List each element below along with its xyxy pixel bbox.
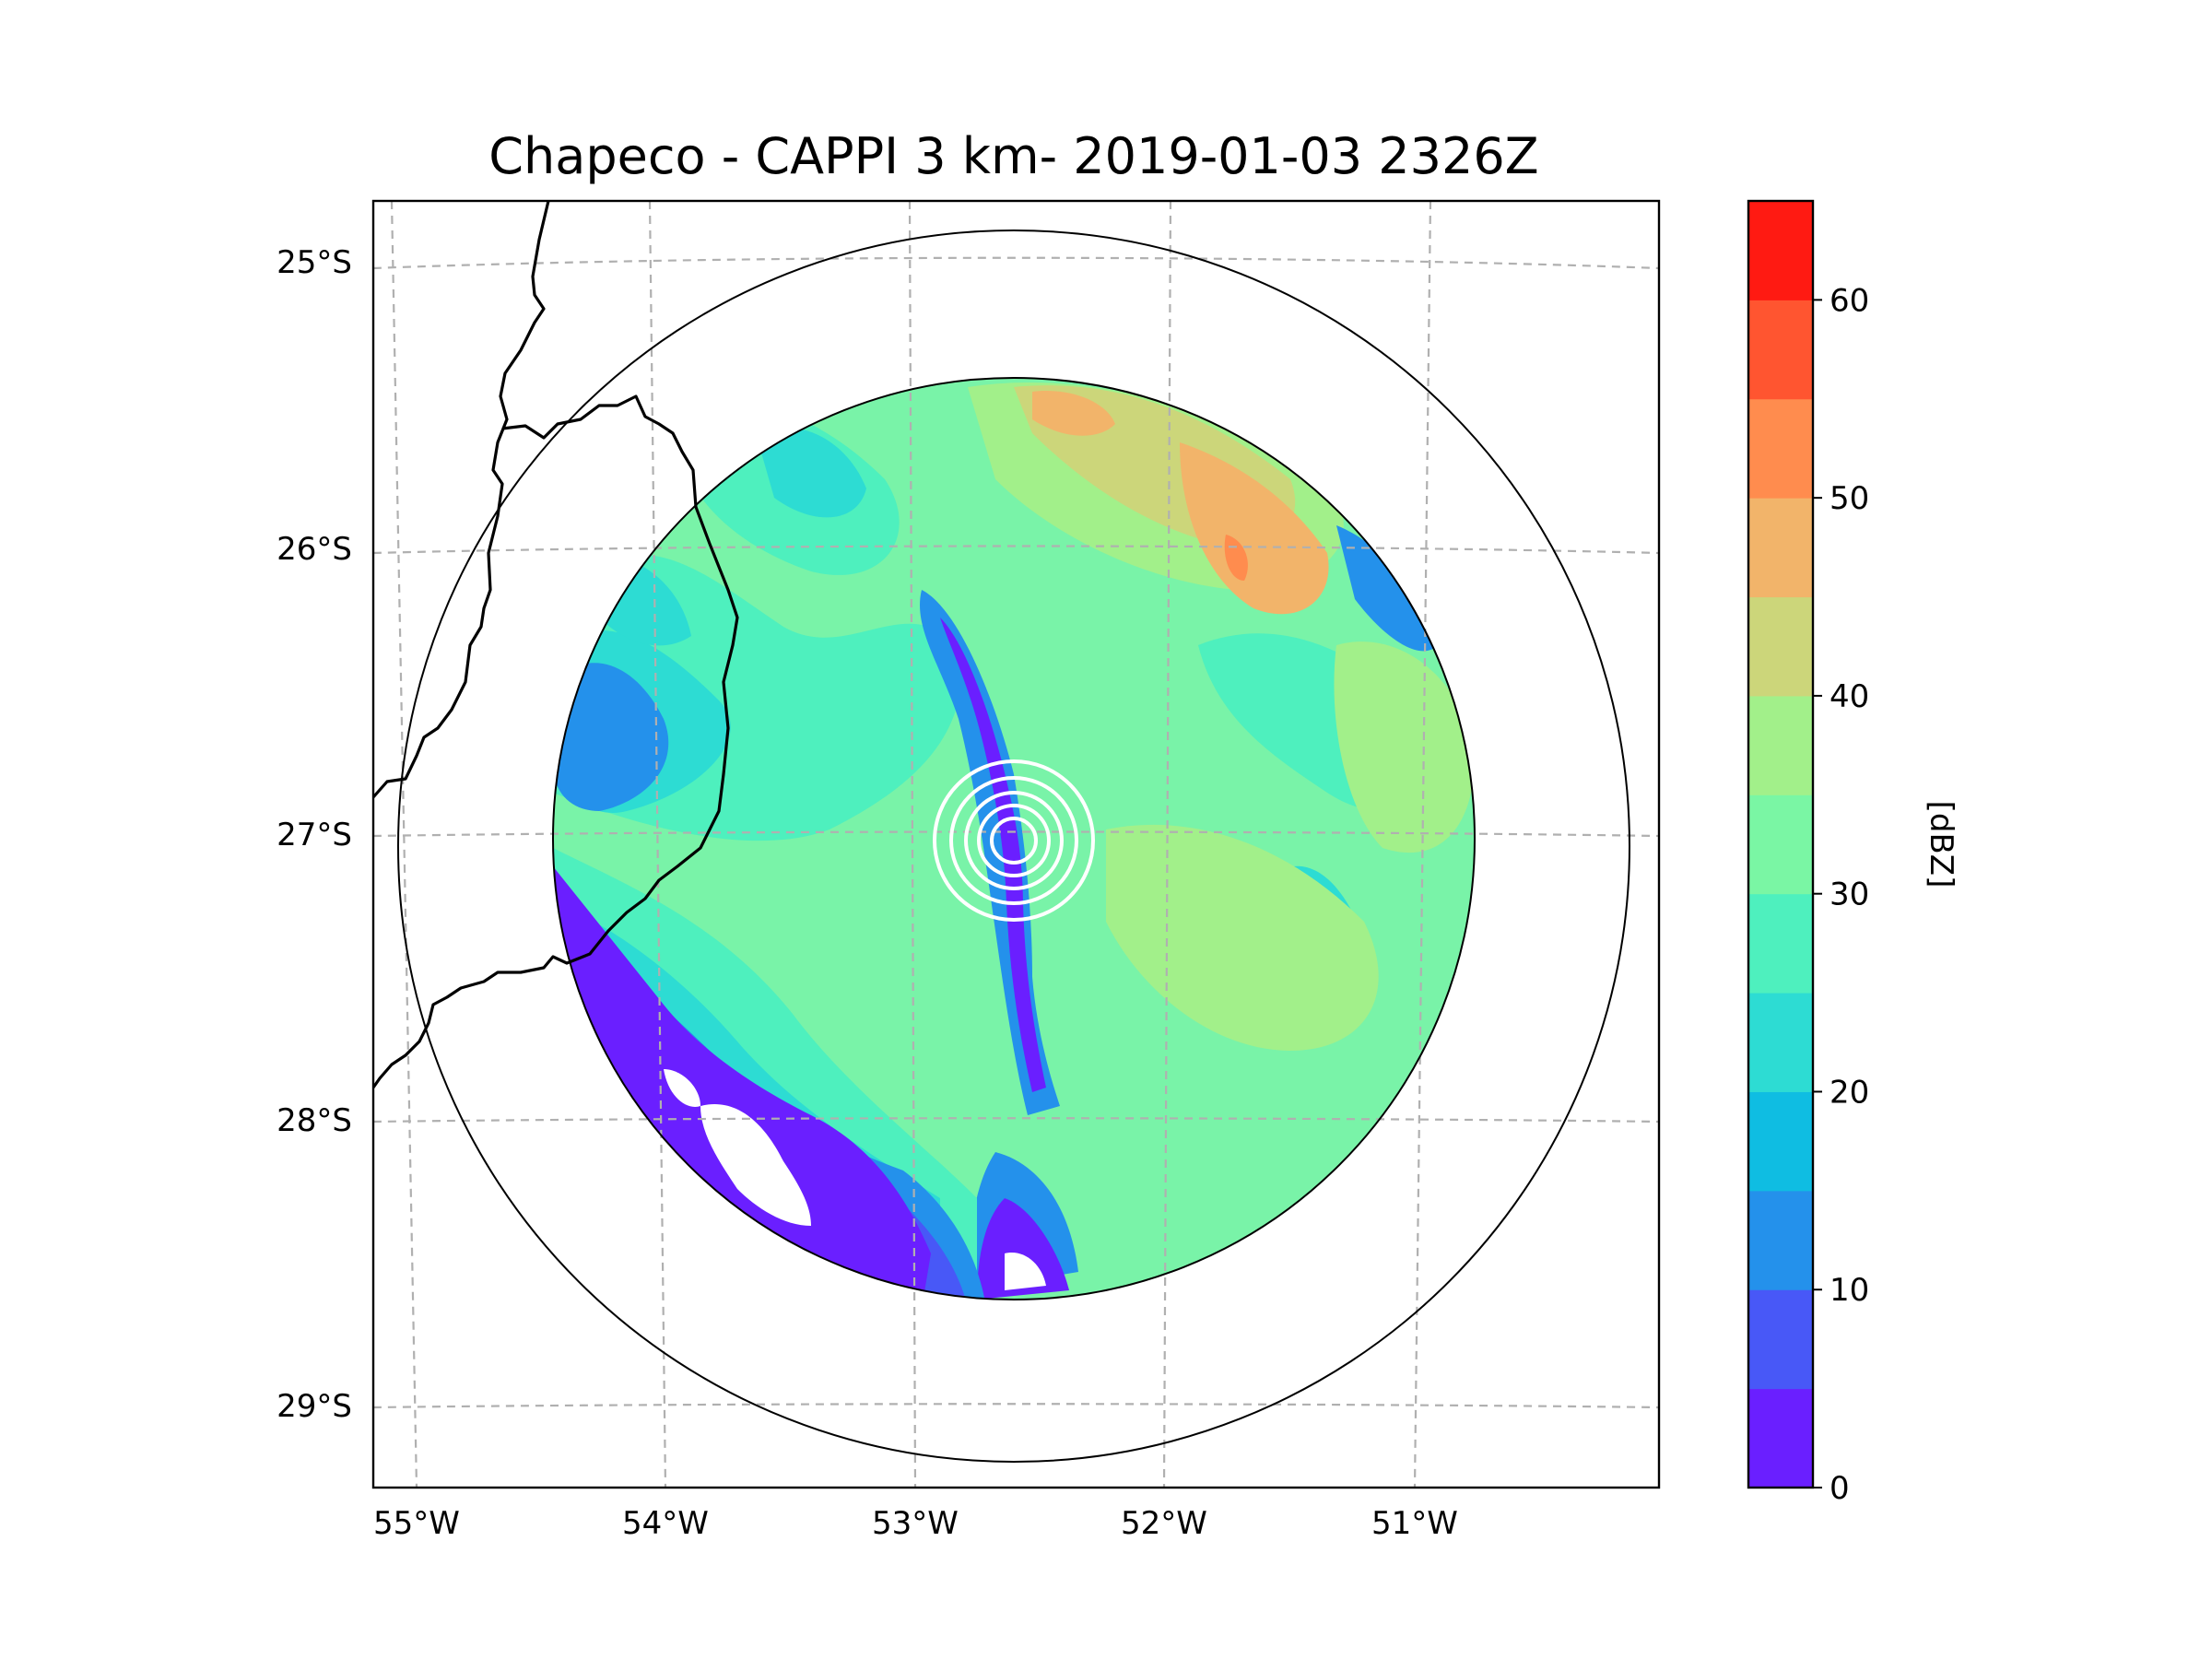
reflectivity-zone [1336, 525, 1438, 652]
grid-line-lat-26 [373, 545, 1659, 555]
grid-line-lat-25 [373, 256, 1659, 270]
grid-line-lon-51 [1413, 201, 1432, 1488]
grid-line-lon-52 [1162, 201, 1172, 1488]
no-data-patch [664, 1069, 700, 1107]
lat-tick-label: 25°S [276, 244, 352, 281]
colorbar-tick-label: 60 [1830, 282, 1869, 319]
grid-line-lat-29 [373, 1403, 1659, 1409]
reflectivity-zone [1106, 824, 1379, 1051]
lon-tick-label: 53°W [872, 1505, 959, 1542]
grid-line-lon-55 [390, 201, 418, 1488]
colorbar-tick-label: 50 [1830, 480, 1869, 517]
colorbar-tick-label: 10 [1830, 1272, 1869, 1309]
reflectivity-zone [1180, 442, 1329, 615]
colorbar-segment [1748, 398, 1813, 499]
lon-tick-label: 54°W [622, 1505, 709, 1542]
reflectivity-zone [1334, 641, 1475, 853]
no-data-patch [700, 1104, 811, 1226]
lon-tick-label: 52°W [1121, 1505, 1207, 1542]
colorbar-ticks: 0 10 20 30 40 50 60 [1813, 282, 1869, 1507]
reflectivity-zone [940, 618, 1046, 1092]
colorbar-segment [1748, 300, 1813, 400]
colorbar-segment [1748, 893, 1813, 994]
grid-line-lat-27 [373, 830, 1659, 838]
colorbar: 0 10 20 30 40 50 60 [dBZ] [1747, 199, 1959, 1507]
colorbar-segment [1748, 1289, 1813, 1390]
colorbar-segment [1748, 201, 1813, 300]
reflectivity-zone [977, 1198, 1069, 1300]
lat-tick-label: 27°S [276, 817, 352, 853]
reflectivity-zone [1032, 391, 1115, 436]
lon-tick-labels: 55°W 54°W 53°W 52°W 51°W [373, 1505, 1458, 1542]
reflectivity-zone [756, 427, 866, 518]
colorbar-segment [1748, 695, 1813, 795]
colorbar-tick-label: 0 [1830, 1470, 1850, 1507]
radar-range-ring [552, 377, 1476, 1300]
border-line [373, 201, 550, 799]
graticule [373, 201, 1659, 1488]
reflectivity-zone [553, 663, 669, 811]
no-data-patch [1005, 1253, 1046, 1290]
lat-tick-label: 29°S [276, 1388, 352, 1425]
colorbar-label: [dBZ] [1923, 801, 1959, 888]
colorbar-tick-label: 20 [1830, 1074, 1869, 1111]
colorbar-segments [1748, 201, 1813, 1488]
chart-title: Chapeco - CAPPI 3 km- 2019-01-03 2326Z [488, 127, 1538, 185]
colorbar-frame [1747, 199, 1815, 1489]
colorbar-tick-label: 30 [1830, 877, 1869, 913]
grid-line-lat-28 [373, 1117, 1659, 1124]
colorbar-segment [1748, 1190, 1813, 1290]
colorbar-segment [1748, 498, 1813, 598]
grid-line-lon-54 [648, 201, 667, 1488]
lon-tick-label: 51°W [1371, 1505, 1458, 1542]
colorbar-segment [1748, 794, 1813, 895]
colorbar-segment [1748, 1091, 1813, 1192]
lat-tick-label: 26°S [276, 531, 352, 568]
lat-tick-label: 28°S [276, 1102, 352, 1139]
colorbar-segment [1748, 993, 1813, 1092]
border-line [373, 394, 739, 1088]
colorbar-tick-label: 40 [1830, 678, 1869, 715]
lat-tick-labels: 25°S 26°S 27°S 28°S 29°S [276, 244, 352, 1425]
colorbar-segment [1748, 1388, 1813, 1488]
grid-line-lon-53 [908, 201, 917, 1488]
radar-center-rings [933, 759, 1095, 922]
lon-tick-label: 55°W [373, 1505, 460, 1542]
radar-range-ring [397, 229, 1630, 1463]
map-axes: 25°S 26°S 27°S 28°S 29°S 55°W 54°W 53°W … [276, 199, 1661, 1542]
colorbar-segment [1748, 596, 1813, 697]
map-frame [371, 199, 1661, 1489]
political-borders [373, 201, 739, 1088]
